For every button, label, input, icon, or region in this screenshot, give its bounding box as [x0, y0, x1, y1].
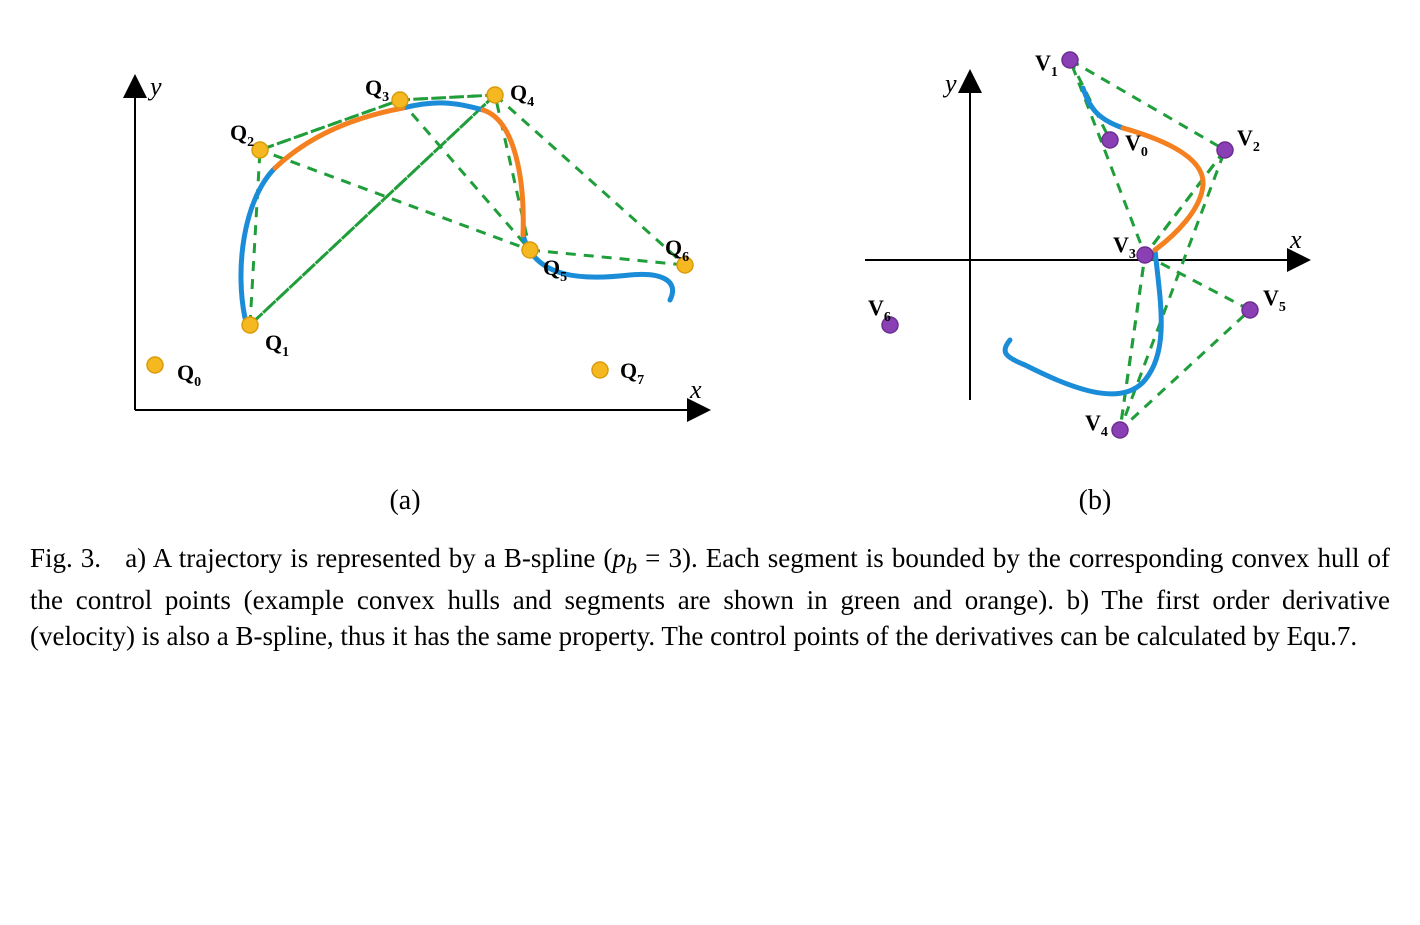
caption-prefix: Fig. 3. — [30, 543, 101, 573]
point-Q5 — [522, 242, 538, 258]
caption-text-a: a) A trajectory is represented by a B-sp… — [125, 543, 612, 573]
label-Q1: Q1 — [265, 330, 289, 360]
label-Q0: Q0 — [177, 360, 201, 390]
point-Q1 — [242, 317, 258, 333]
figure-container: x y — [20, 20, 1400, 655]
point-labels-b: V0 V1 V2 V3 V4 V5 V6 — [868, 50, 1286, 440]
plot-a-svg: x y — [65, 20, 745, 470]
hulls-a — [250, 95, 685, 325]
label-V6: V6 — [868, 295, 891, 325]
point-V4 — [1112, 422, 1128, 438]
label-Q5: Q5 — [543, 255, 567, 285]
subplot-label-a: (a) — [65, 485, 745, 517]
point-V3 — [1137, 247, 1153, 263]
plot-a: x y — [65, 20, 745, 470]
y-axis-label: y — [147, 72, 162, 101]
x-axis-label: x — [689, 375, 702, 404]
curve-orange-a — [275, 108, 523, 235]
point-V0 — [1102, 132, 1118, 148]
plots-row: x y — [20, 20, 1400, 470]
label-V1: V1 — [1035, 50, 1058, 80]
label-V4: V4 — [1085, 410, 1108, 440]
label-V3: V3 — [1113, 232, 1136, 262]
point-Q4 — [487, 87, 503, 103]
point-Q2 — [252, 142, 268, 158]
label-Q7: Q7 — [620, 358, 644, 388]
subplot-label-b: (b) — [835, 485, 1355, 517]
point-V1 — [1062, 52, 1078, 68]
plot-b: x y — [835, 20, 1355, 470]
label-V5: V5 — [1263, 285, 1286, 315]
figure-caption: Fig. 3. a) A trajectory is represented b… — [30, 540, 1390, 655]
label-Q2: Q2 — [230, 120, 254, 150]
y-axis-label-b: y — [942, 69, 957, 98]
label-Q4: Q4 — [510, 80, 534, 110]
label-V2: V2 — [1237, 125, 1260, 155]
x-axis-label-b: x — [1289, 225, 1302, 254]
caption-eq-rhs: = 3 — [637, 543, 682, 573]
caption-eq-sub: b — [626, 553, 637, 578]
point-Q0 — [147, 357, 163, 373]
label-Q3: Q3 — [365, 75, 389, 105]
plot-b-svg: x y — [835, 20, 1355, 470]
point-Q7 — [592, 362, 608, 378]
point-V2 — [1217, 142, 1233, 158]
point-V5 — [1242, 302, 1258, 318]
control-points-a — [147, 87, 693, 378]
control-points-b — [882, 52, 1258, 438]
label-Q6: Q6 — [665, 235, 689, 265]
point-Q3 — [392, 92, 408, 108]
caption-eq-var: p — [612, 543, 626, 573]
